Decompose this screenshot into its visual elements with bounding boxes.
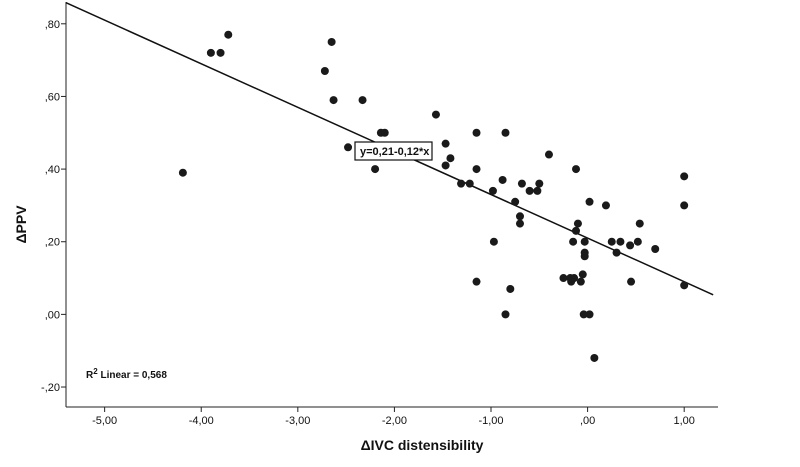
data-point — [511, 197, 520, 206]
data-point — [635, 219, 644, 228]
data-point — [380, 128, 389, 137]
data-point — [616, 237, 625, 246]
x-tick-label: -3,00 — [285, 415, 310, 427]
data-point — [607, 237, 616, 246]
data-point — [446, 154, 455, 163]
data-points — [178, 30, 689, 362]
y-axis-title: ΔPPV — [13, 205, 29, 244]
data-point — [680, 172, 689, 181]
data-point — [472, 128, 481, 137]
equation-label: y=0,21-0,12*x — [354, 141, 433, 161]
data-point — [441, 161, 450, 170]
data-point — [358, 96, 367, 105]
data-point — [590, 353, 599, 362]
y-tick-label: ,00 — [45, 309, 60, 321]
r2-superscript: 2 — [93, 367, 98, 376]
data-point — [633, 237, 642, 246]
x-tick-label: ,00 — [580, 415, 595, 427]
data-point — [525, 186, 534, 195]
data-point — [579, 310, 588, 319]
data-point — [544, 150, 553, 159]
data-point — [431, 110, 440, 119]
data-point — [329, 96, 338, 105]
data-point — [572, 226, 581, 235]
data-point — [489, 237, 498, 246]
data-point — [441, 139, 450, 148]
data-point — [465, 179, 474, 188]
data-point — [651, 244, 660, 253]
data-point — [576, 277, 585, 286]
data-point — [327, 37, 336, 46]
data-point — [601, 201, 610, 210]
y-tick-label: ,20 — [45, 237, 60, 249]
equation-text: y=0,21-0,12*x — [360, 146, 430, 158]
x-tick-label: -5,00 — [92, 415, 117, 427]
data-point — [178, 168, 187, 177]
x-axis-title: ΔIVC distensibility — [361, 437, 484, 453]
data-point — [206, 48, 215, 57]
data-point — [371, 165, 380, 174]
data-point — [578, 270, 587, 279]
x-tick-label: -4,00 — [189, 415, 214, 427]
data-point — [472, 165, 481, 174]
data-point — [569, 237, 578, 246]
data-point — [585, 310, 594, 319]
data-point — [498, 175, 507, 184]
x-tick-label: 1,00 — [673, 415, 694, 427]
r2-prefix: R — [86, 370, 94, 381]
data-point — [344, 143, 353, 152]
data-point — [559, 274, 568, 283]
x-axis-ticks: -5,00 -4,00 -3,00 -2,00 -1,00 ,00 1,00 — [92, 407, 695, 427]
data-point — [573, 219, 582, 228]
y-tick-label: -,20 — [41, 382, 60, 394]
data-point — [572, 165, 581, 174]
data-point — [472, 277, 481, 286]
r2-label: R2 Linear = 0,568 — [86, 367, 167, 381]
data-point — [580, 237, 589, 246]
x-tick-label: -2,00 — [382, 415, 407, 427]
data-point — [680, 201, 689, 210]
data-point — [506, 284, 515, 293]
r2-suffix: Linear = 0,568 — [98, 370, 168, 381]
data-point — [515, 219, 524, 228]
equation-box — [354, 141, 433, 161]
data-point — [585, 197, 594, 206]
y-axis-ticks: -,20 ,00 ,20 ,40 ,60 ,80 — [41, 19, 66, 394]
data-point — [612, 248, 621, 257]
data-point — [224, 30, 233, 39]
data-point — [567, 277, 576, 286]
x-tick-label: -1,00 — [478, 415, 503, 427]
data-point — [517, 179, 526, 188]
data-point — [216, 48, 225, 57]
data-point — [501, 310, 510, 319]
y-tick-label: ,60 — [45, 91, 60, 103]
y-tick-label: ,80 — [45, 19, 60, 31]
data-point — [488, 186, 497, 195]
y-tick-label: ,40 — [45, 164, 60, 176]
data-point — [320, 67, 329, 76]
data-point — [533, 186, 542, 195]
data-point — [457, 179, 466, 188]
data-point — [501, 128, 510, 137]
data-point — [580, 252, 589, 261]
data-point — [515, 212, 524, 221]
data-point — [680, 281, 689, 290]
data-point — [626, 241, 635, 250]
data-point — [627, 277, 636, 286]
data-point — [535, 179, 544, 188]
